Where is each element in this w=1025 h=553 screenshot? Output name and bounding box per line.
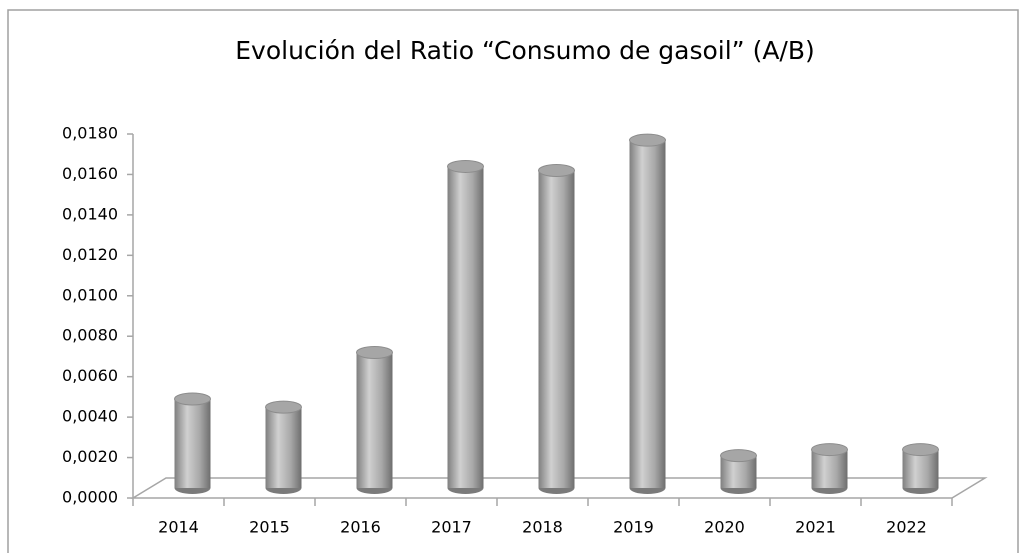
bar bbox=[811, 443, 848, 494]
x-tick-label: 2014 bbox=[158, 518, 199, 537]
y-tick-label: 0,0080 bbox=[62, 326, 118, 345]
y-tick-label: 0,0040 bbox=[62, 407, 118, 426]
x-tick-label: 2022 bbox=[886, 518, 927, 537]
bar bbox=[720, 449, 757, 494]
y-tick-label: 0,0100 bbox=[62, 285, 118, 304]
bar bbox=[356, 346, 393, 494]
x-tick-label: 2019 bbox=[613, 518, 654, 537]
x-tick-label: 2021 bbox=[795, 518, 836, 537]
x-tick-label: 2020 bbox=[704, 518, 745, 537]
x-tick-label: 2015 bbox=[249, 518, 290, 537]
bar bbox=[447, 159, 484, 494]
y-tick-label: 0,0060 bbox=[62, 366, 118, 385]
chart-border bbox=[7, 9, 1019, 553]
x-tick-label: 2017 bbox=[431, 518, 472, 537]
y-tick-label: 0,0000 bbox=[62, 488, 118, 507]
chart-title: Evolución del Ratio “Consumo de gasoil” … bbox=[235, 36, 815, 65]
y-tick-label: 0,0020 bbox=[62, 447, 118, 466]
y-tick-label: 0,0160 bbox=[62, 164, 118, 183]
y-tick-label: 0,0120 bbox=[62, 245, 118, 264]
bar bbox=[265, 400, 302, 494]
bar bbox=[174, 392, 211, 494]
y-tick-label: 0,0140 bbox=[62, 204, 118, 223]
x-tick-label: 2016 bbox=[340, 518, 381, 537]
bar bbox=[629, 133, 666, 494]
y-tick-label: 0,0180 bbox=[62, 124, 118, 143]
bar bbox=[538, 164, 575, 494]
x-tick-label: 2018 bbox=[522, 518, 563, 537]
bar bbox=[902, 443, 939, 494]
